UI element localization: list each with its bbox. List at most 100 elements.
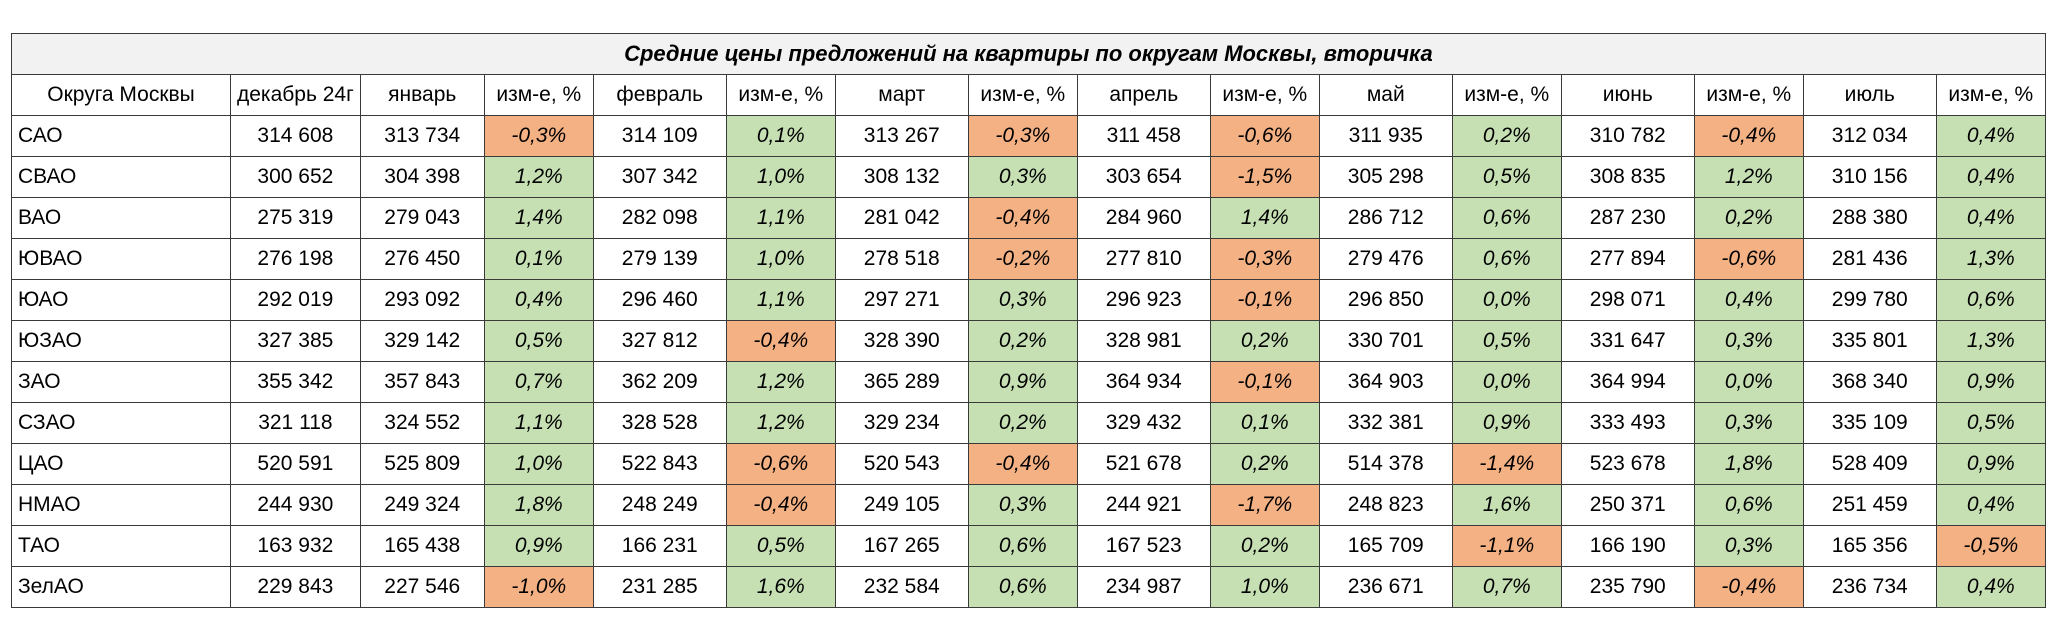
price-cell: 167 265 xyxy=(834,525,969,567)
price-cell: 355 342 xyxy=(230,361,361,403)
change-percent-cell: 1,1% xyxy=(725,197,836,239)
price-cell: 166 190 xyxy=(1560,525,1695,567)
change-percent-cell: -0,1% xyxy=(1209,279,1320,321)
change-percent-cell: -0,6% xyxy=(1209,115,1320,157)
price-cell: 365 289 xyxy=(834,361,969,403)
change-percent-cell: 0,3% xyxy=(967,156,1078,198)
change-percent-cell: 1,3% xyxy=(1935,238,2046,280)
change-percent-cell: -1,0% xyxy=(483,566,594,608)
price-cell: 277 894 xyxy=(1560,238,1695,280)
price-cell: 520 591 xyxy=(230,443,361,485)
change-percent-cell: 0,0% xyxy=(1451,361,1562,403)
price-table: Средние цены предложений на квартиры по … xyxy=(11,33,2046,608)
price-cell: 307 342 xyxy=(592,156,727,198)
price-cell: 165 438 xyxy=(359,525,485,567)
change-percent-cell: -1,4% xyxy=(1451,443,1562,485)
change-percent-cell: 0,4% xyxy=(483,279,594,321)
price-cell: 297 271 xyxy=(834,279,969,321)
price-cell: 329 234 xyxy=(834,402,969,444)
price-cell: 278 518 xyxy=(834,238,969,280)
price-cell: 249 324 xyxy=(359,484,485,526)
change-percent-cell: 0,3% xyxy=(1693,402,1804,444)
price-cell: 275 319 xyxy=(230,197,361,239)
change-percent-cell: 0,9% xyxy=(1935,443,2046,485)
column-header: январь xyxy=(359,74,485,116)
change-percent-cell: 1,1% xyxy=(725,279,836,321)
price-cell: 525 809 xyxy=(359,443,485,485)
price-cell: 251 459 xyxy=(1802,484,1937,526)
table-row: ЮЗАО 327 385 329 142 0,5% 327 812 -0,4% 328 39… xyxy=(11,320,2046,362)
price-cell: 304 398 xyxy=(359,156,485,198)
price-cell: 293 092 xyxy=(359,279,485,321)
price-cell: 321 118 xyxy=(230,402,361,444)
change-percent-cell: -1,7% xyxy=(1209,484,1320,526)
column-header-district: Округа Москвы xyxy=(11,74,231,116)
price-cell: 281 436 xyxy=(1802,238,1937,280)
change-percent-cell: -0,4% xyxy=(967,197,1078,239)
change-percent-cell: 0,0% xyxy=(1451,279,1562,321)
change-percent-cell: 0,4% xyxy=(1935,484,2046,526)
price-cell: 523 678 xyxy=(1560,443,1695,485)
change-percent-cell: 0,2% xyxy=(967,402,1078,444)
change-percent-cell: -1,5% xyxy=(1209,156,1320,198)
change-percent-cell: 0,9% xyxy=(967,361,1078,403)
table-row: ВАО 275 319 279 043 1,4% 282 098 1,1% 281 042-… xyxy=(11,197,2046,239)
price-cell: 329 432 xyxy=(1076,402,1211,444)
price-cell: 165 709 xyxy=(1318,525,1453,567)
price-cell: 296 850 xyxy=(1318,279,1453,321)
price-cell: 163 932 xyxy=(230,525,361,567)
price-cell: 300 652 xyxy=(230,156,361,198)
column-header: июль xyxy=(1802,74,1937,116)
change-percent-cell: -0,5% xyxy=(1935,525,2046,567)
change-percent-cell: 0,5% xyxy=(1451,320,1562,362)
change-percent-cell: 0,5% xyxy=(1935,402,2046,444)
change-percent-cell: 0,1% xyxy=(725,115,836,157)
price-cell: 335 109 xyxy=(1802,402,1937,444)
price-cell: 288 380 xyxy=(1802,197,1937,239)
change-percent-cell: 1,2% xyxy=(1693,156,1804,198)
change-percent-cell: 0,2% xyxy=(1209,320,1320,362)
change-percent-cell: -0,4% xyxy=(1693,566,1804,608)
change-percent-cell: 0,1% xyxy=(1209,402,1320,444)
price-cell: 167 523 xyxy=(1076,525,1211,567)
price-cell: 335 801 xyxy=(1802,320,1937,362)
change-percent-cell: 0,5% xyxy=(483,320,594,362)
change-percent-cell: 0,4% xyxy=(1935,197,2046,239)
table-row: ЦАО 520 591 525 809 1,0% 522 843 -0,6% 520 543… xyxy=(11,443,2046,485)
column-header: изм-е, % xyxy=(483,74,594,116)
change-percent-cell: 0,3% xyxy=(1693,525,1804,567)
change-percent-cell: 0,2% xyxy=(1209,443,1320,485)
change-percent-cell: 1,0% xyxy=(725,156,836,198)
price-cell: 292 019 xyxy=(230,279,361,321)
header-row: Округа Москвы декабрь 24г январь изм-е, % фе… xyxy=(11,74,2046,116)
price-cell: 314 608 xyxy=(230,115,361,157)
price-cell: 368 340 xyxy=(1802,361,1937,403)
column-header: май xyxy=(1318,74,1453,116)
price-cell: 327 385 xyxy=(230,320,361,362)
change-percent-cell: 0,9% xyxy=(1451,402,1562,444)
price-cell: 227 546 xyxy=(359,566,485,608)
price-cell: 231 285 xyxy=(592,566,727,608)
table-row: ТАО 163 932 165 438 0,9% 166 231 0,5% 167 265 0… xyxy=(11,525,2046,567)
price-cell: 364 994 xyxy=(1560,361,1695,403)
price-cell: 332 381 xyxy=(1318,402,1453,444)
price-cell: 279 139 xyxy=(592,238,727,280)
district-name-cell: ТАО xyxy=(11,525,231,567)
price-cell: 235 790 xyxy=(1560,566,1695,608)
column-header: изм-е, % xyxy=(1935,74,2046,116)
price-cell: 528 409 xyxy=(1802,443,1937,485)
price-cell: 308 132 xyxy=(834,156,969,198)
price-cell: 277 810 xyxy=(1076,238,1211,280)
district-name-cell: ЮВАО xyxy=(11,238,231,280)
change-percent-cell: 0,9% xyxy=(483,525,594,567)
change-percent-cell: 1,3% xyxy=(1935,320,2046,362)
price-cell: 248 249 xyxy=(592,484,727,526)
price-cell: 521 678 xyxy=(1076,443,1211,485)
price-cell: 286 712 xyxy=(1318,197,1453,239)
column-header: декабрь 24г xyxy=(230,74,361,116)
price-cell: 331 647 xyxy=(1560,320,1695,362)
table-row: ЮВАО 276 198 276 450 0,1% 279 139 1,0% 278 518… xyxy=(11,238,2046,280)
change-percent-cell: -0,3% xyxy=(967,115,1078,157)
change-percent-cell: 0,6% xyxy=(967,525,1078,567)
district-name-cell: СЗАО xyxy=(11,402,231,444)
